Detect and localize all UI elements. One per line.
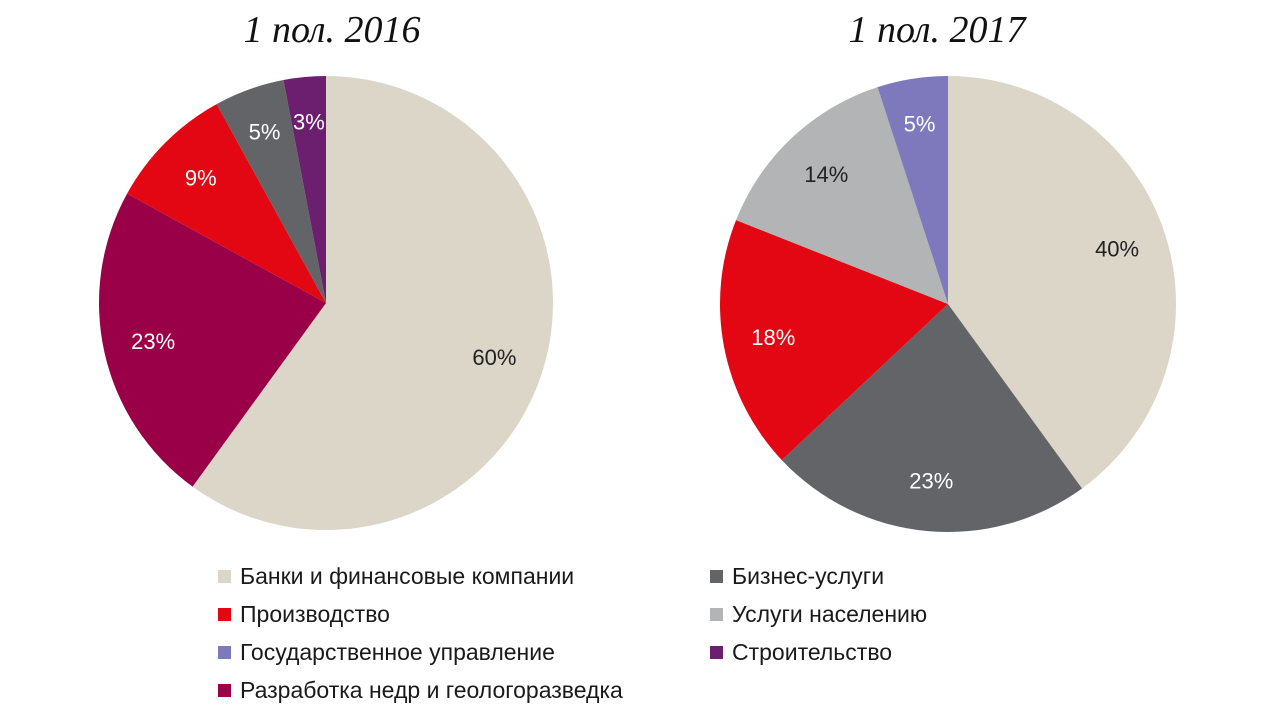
legend-item-mining: Разработка недр и геологоразведка [218,675,710,706]
legend-item-government: Государственное управление [218,637,710,668]
legend-item-construction: Строительство [710,637,1030,668]
slice-label-0-3: 5% [249,120,281,145]
slice-label-0-2: 9% [185,165,217,190]
legend-label-business-services: Бизнес-услуги [732,563,885,589]
pie-slice-0-0 [192,76,553,530]
legend-swatch-business-services [710,570,723,583]
legend-swatch-consumer-services [710,608,723,621]
legend-label-manufacturing: Производство [240,601,390,627]
slice-label-0-4: 3% [293,110,325,135]
legend-item-banks: Банки и финансовые компании [218,561,710,592]
legend: Банки и финансовые компании Бизнес-услуг… [218,561,1030,706]
pie-slice-1-3 [736,87,948,304]
pie-2017: 1 пол. 2017 40% 23% 18% 14% 5% [720,9,1177,533]
legend-item-consumer-services: Услуги населению [710,599,1030,630]
slice-label-1-3: 14% [804,162,848,187]
pie-slice-1-4 [877,76,948,304]
pie-slice-1-2 [720,220,948,461]
slice-label-1-2: 18% [751,325,795,350]
legend-swatch-construction [710,646,723,659]
slice-label-1-1: 23% [909,469,953,494]
legend-label-construction: Строительство [732,639,893,665]
legend-swatch-government [218,646,231,659]
legend-item-manufacturing: Производство [218,599,710,630]
legend-swatch-banks [218,570,231,583]
legend-label-government: Государственное управление [240,639,555,665]
pie-2016: 1 пол. 2016 60% 23% 9% 5% 3% [98,9,553,530]
legend-swatch-manufacturing [218,608,231,621]
slice-label-0-0: 60% [472,345,516,370]
legend-label-mining: Разработка недр и геологоразведка [240,677,623,703]
slice-label-1-0: 40% [1095,237,1139,262]
pie-slice-0-2 [127,104,326,303]
pie-slice-1-0 [948,76,1177,489]
legend-label-consumer-services: Услуги населению [732,601,928,627]
legend-item-business-services: Бизнес-услуги [710,561,1030,592]
slice-label-1-4: 5% [904,111,936,136]
pie-slice-0-4 [283,76,326,303]
legend-swatch-mining [218,684,231,697]
slice-label-0-1: 23% [131,329,175,354]
legend-label-banks: Банки и финансовые компании [240,563,575,589]
pie-slice-0-1 [98,193,326,487]
pie-slice-0-3 [216,80,326,304]
pie-slice-1-1 [781,304,1083,533]
chart-title-2017: 1 пол. 2017 [848,9,1027,51]
chart-title-2016: 1 пол. 2016 [243,9,420,51]
